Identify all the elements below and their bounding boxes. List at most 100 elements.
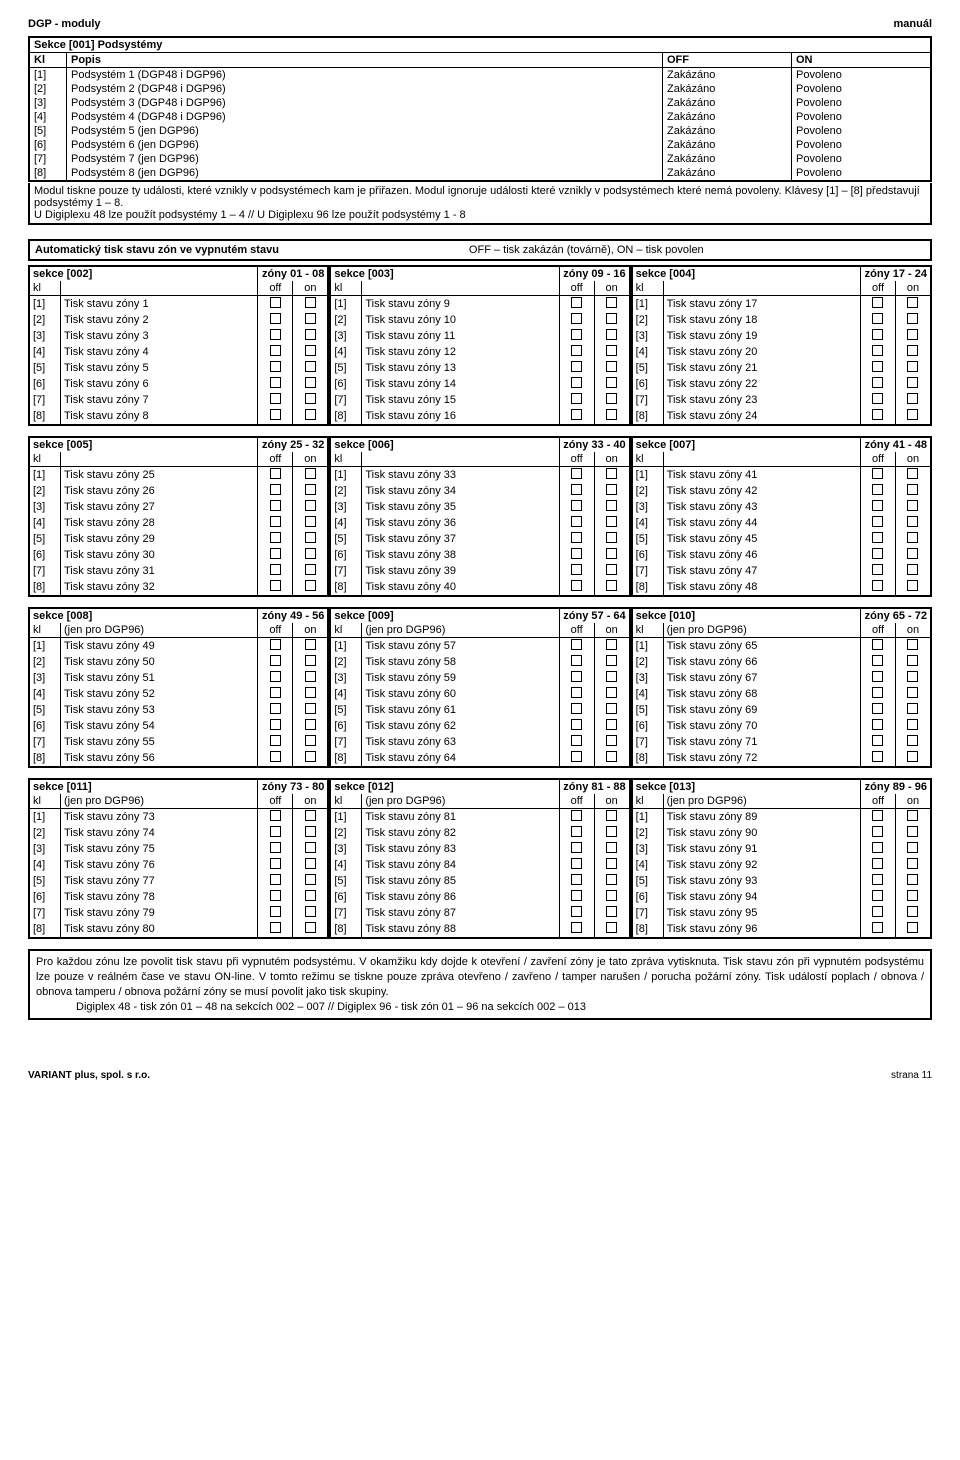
checkbox-on[interactable]	[293, 515, 329, 531]
checkbox-off[interactable]	[258, 921, 293, 938]
checkbox-on[interactable]	[594, 499, 630, 515]
checkbox-off[interactable]	[258, 483, 293, 499]
checkbox-on[interactable]	[895, 296, 931, 313]
checkbox-off[interactable]	[860, 483, 895, 499]
checkbox-off[interactable]	[860, 328, 895, 344]
checkbox-on[interactable]	[895, 873, 931, 889]
checkbox-off[interactable]	[559, 921, 594, 938]
checkbox-off[interactable]	[559, 344, 594, 360]
checkbox-on[interactable]	[594, 734, 630, 750]
checkbox-off[interactable]	[258, 905, 293, 921]
checkbox-on[interactable]	[895, 515, 931, 531]
checkbox-off[interactable]	[559, 670, 594, 686]
checkbox-off[interactable]	[860, 873, 895, 889]
checkbox-on[interactable]	[594, 360, 630, 376]
checkbox-on[interactable]	[293, 547, 329, 563]
checkbox-on[interactable]	[895, 344, 931, 360]
checkbox-off[interactable]	[860, 312, 895, 328]
checkbox-on[interactable]	[895, 857, 931, 873]
checkbox-off[interactable]	[559, 734, 594, 750]
checkbox-on[interactable]	[594, 376, 630, 392]
checkbox-on[interactable]	[895, 921, 931, 938]
checkbox-off[interactable]	[258, 408, 293, 425]
checkbox-on[interactable]	[293, 686, 329, 702]
checkbox-on[interactable]	[895, 809, 931, 826]
checkbox-on[interactable]	[293, 718, 329, 734]
checkbox-on[interactable]	[895, 467, 931, 484]
checkbox-on[interactable]	[895, 670, 931, 686]
checkbox-off[interactable]	[258, 376, 293, 392]
checkbox-on[interactable]	[594, 889, 630, 905]
checkbox-off[interactable]	[860, 734, 895, 750]
checkbox-on[interactable]	[594, 547, 630, 563]
checkbox-off[interactable]	[258, 809, 293, 826]
checkbox-off[interactable]	[860, 809, 895, 826]
checkbox-off[interactable]	[559, 312, 594, 328]
checkbox-on[interactable]	[594, 921, 630, 938]
checkbox-off[interactable]	[860, 857, 895, 873]
checkbox-on[interactable]	[293, 579, 329, 596]
checkbox-off[interactable]	[258, 825, 293, 841]
checkbox-on[interactable]	[293, 905, 329, 921]
checkbox-off[interactable]	[258, 360, 293, 376]
checkbox-off[interactable]	[860, 563, 895, 579]
checkbox-on[interactable]	[594, 857, 630, 873]
checkbox-on[interactable]	[594, 702, 630, 718]
checkbox-off[interactable]	[559, 296, 594, 313]
checkbox-on[interactable]	[594, 392, 630, 408]
checkbox-off[interactable]	[860, 360, 895, 376]
checkbox-off[interactable]	[559, 750, 594, 767]
checkbox-on[interactable]	[594, 905, 630, 921]
checkbox-on[interactable]	[594, 686, 630, 702]
checkbox-off[interactable]	[860, 750, 895, 767]
checkbox-off[interactable]	[860, 921, 895, 938]
checkbox-off[interactable]	[258, 579, 293, 596]
checkbox-on[interactable]	[293, 408, 329, 425]
checkbox-off[interactable]	[258, 467, 293, 484]
checkbox-off[interactable]	[559, 825, 594, 841]
checkbox-on[interactable]	[293, 483, 329, 499]
checkbox-off[interactable]	[258, 344, 293, 360]
checkbox-off[interactable]	[860, 547, 895, 563]
checkbox-on[interactable]	[594, 654, 630, 670]
checkbox-on[interactable]	[293, 889, 329, 905]
checkbox-off[interactable]	[559, 654, 594, 670]
checkbox-off[interactable]	[559, 857, 594, 873]
checkbox-off[interactable]	[258, 499, 293, 515]
checkbox-off[interactable]	[860, 344, 895, 360]
checkbox-off[interactable]	[860, 579, 895, 596]
checkbox-on[interactable]	[895, 499, 931, 515]
checkbox-on[interactable]	[594, 531, 630, 547]
checkbox-off[interactable]	[860, 408, 895, 425]
checkbox-on[interactable]	[594, 873, 630, 889]
checkbox-on[interactable]	[293, 825, 329, 841]
checkbox-off[interactable]	[559, 408, 594, 425]
checkbox-on[interactable]	[293, 499, 329, 515]
checkbox-off[interactable]	[860, 841, 895, 857]
checkbox-on[interactable]	[293, 654, 329, 670]
checkbox-on[interactable]	[895, 825, 931, 841]
checkbox-on[interactable]	[594, 718, 630, 734]
checkbox-off[interactable]	[860, 686, 895, 702]
checkbox-off[interactable]	[559, 499, 594, 515]
checkbox-on[interactable]	[895, 702, 931, 718]
checkbox-on[interactable]	[895, 889, 931, 905]
checkbox-on[interactable]	[293, 857, 329, 873]
checkbox-off[interactable]	[559, 905, 594, 921]
checkbox-on[interactable]	[895, 483, 931, 499]
checkbox-off[interactable]	[559, 515, 594, 531]
checkbox-on[interactable]	[594, 408, 630, 425]
checkbox-on[interactable]	[895, 563, 931, 579]
checkbox-off[interactable]	[258, 841, 293, 857]
checkbox-on[interactable]	[594, 809, 630, 826]
checkbox-off[interactable]	[860, 499, 895, 515]
checkbox-on[interactable]	[895, 408, 931, 425]
checkbox-on[interactable]	[594, 670, 630, 686]
checkbox-on[interactable]	[594, 328, 630, 344]
checkbox-on[interactable]	[293, 809, 329, 826]
checkbox-on[interactable]	[895, 686, 931, 702]
checkbox-on[interactable]	[293, 312, 329, 328]
checkbox-on[interactable]	[895, 579, 931, 596]
checkbox-off[interactable]	[860, 531, 895, 547]
checkbox-on[interactable]	[594, 483, 630, 499]
